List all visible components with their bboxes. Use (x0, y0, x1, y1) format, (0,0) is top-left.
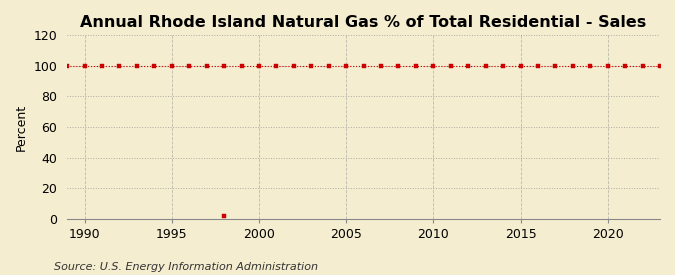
Y-axis label: Percent: Percent (15, 103, 28, 151)
Text: Source: U.S. Energy Information Administration: Source: U.S. Energy Information Administ… (54, 262, 318, 272)
Title: Annual Rhode Island Natural Gas % of Total Residential - Sales: Annual Rhode Island Natural Gas % of Tot… (80, 15, 647, 30)
